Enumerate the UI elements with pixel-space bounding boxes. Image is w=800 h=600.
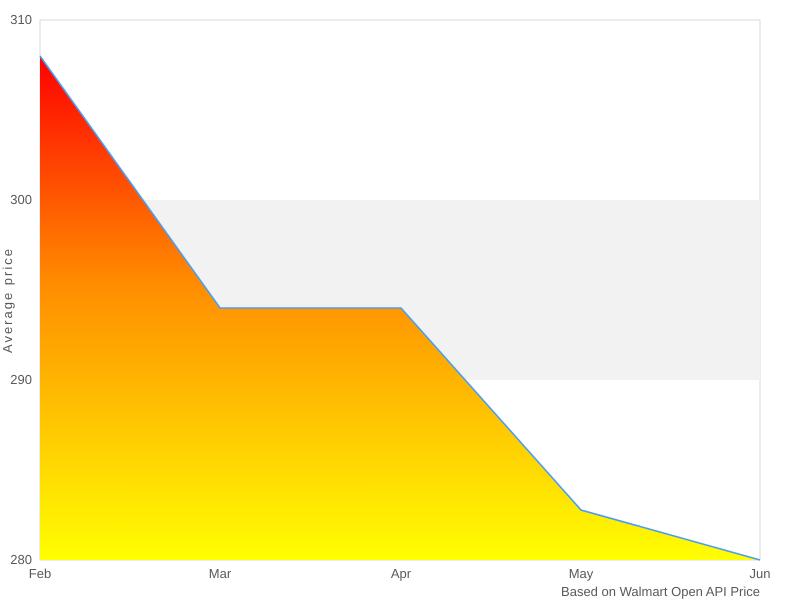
- svg-text:Feb: Feb: [29, 566, 51, 581]
- svg-text:300: 300: [10, 192, 32, 207]
- svg-text:290: 290: [10, 372, 32, 387]
- svg-text:Apr: Apr: [391, 566, 412, 581]
- svg-text:310: 310: [10, 12, 32, 27]
- svg-text:Jun: Jun: [750, 566, 771, 581]
- svg-text:Average price: Average price: [0, 247, 15, 353]
- svg-text:May: May: [569, 566, 594, 581]
- svg-text:Mar: Mar: [209, 566, 232, 581]
- svg-text:280: 280: [10, 552, 32, 567]
- svg-text:Based on Walmart Open API Pric: Based on Walmart Open API Price: [561, 584, 760, 599]
